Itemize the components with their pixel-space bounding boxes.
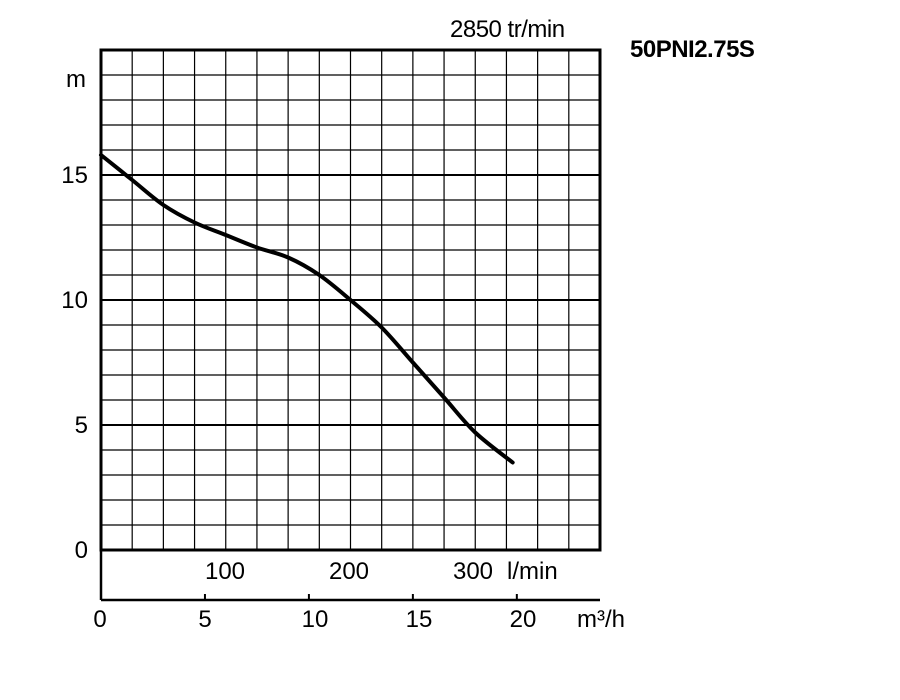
curve-layer [99,153,515,465]
y-tick-label: 15 [61,162,88,189]
plot-frame [99,48,602,602]
speed-label: 2850 tr/min [450,16,565,43]
y-tick-label: 5 [74,412,88,439]
x-tick-label: 0 [93,606,107,633]
y-tick-label: 10 [61,287,88,314]
y-axis-unit-label: m [66,66,86,93]
model-label: 50PNI2.75S [630,36,755,63]
plot-border [99,48,602,552]
x-tick-label: 20 [509,606,537,633]
x-tick-label: 15 [405,606,433,633]
x-axis-unit-label: m³/h [577,606,625,633]
y-tick-label: 0 [74,537,88,564]
lmin-tick-label: 300 [452,558,494,585]
x-tick-label: 5 [198,606,212,633]
x-tick-label: 10 [301,606,329,633]
lmin-tick-label: 100 [204,558,246,585]
lmin-unit-label: l/min [507,558,558,585]
pump-curve-line [99,153,515,465]
lmin-tick-label: 200 [328,558,370,585]
